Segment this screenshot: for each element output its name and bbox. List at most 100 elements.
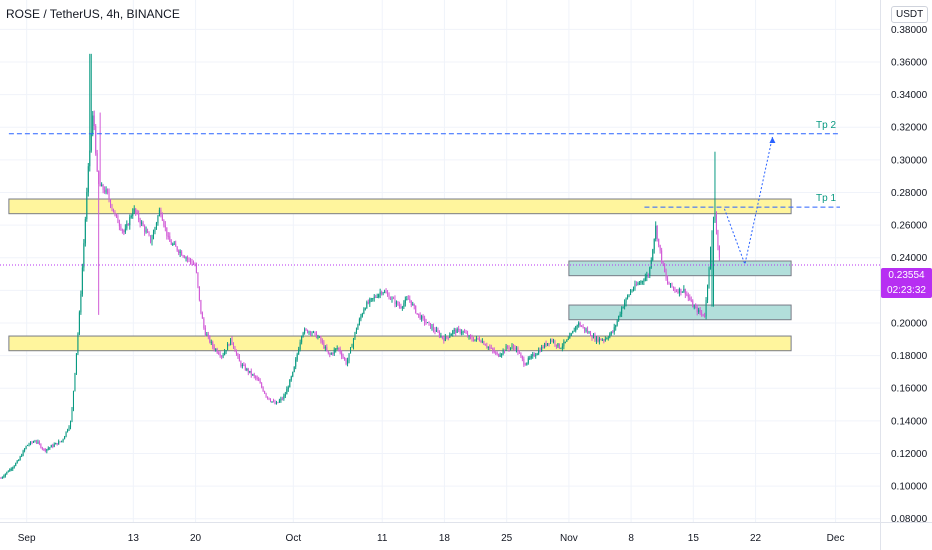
candle-body bbox=[1, 477, 3, 479]
price-tick-label: 0.30000 bbox=[891, 155, 928, 166]
candle-body bbox=[455, 329, 457, 333]
candle-body bbox=[406, 298, 408, 300]
candle-body bbox=[354, 332, 356, 339]
candle-body bbox=[372, 298, 374, 300]
candle-body bbox=[622, 306, 624, 309]
candle-body bbox=[544, 343, 546, 348]
symbol-title: ROSE / TetherUS, 4h, BINANCE bbox=[6, 7, 180, 21]
candle-body bbox=[204, 327, 206, 335]
candle-body bbox=[141, 222, 143, 224]
candle-body bbox=[505, 346, 507, 351]
candle-body bbox=[167, 235, 169, 237]
candle-body bbox=[250, 370, 252, 375]
candle-body bbox=[246, 368, 248, 370]
candle-body bbox=[675, 290, 677, 292]
candle-body bbox=[563, 341, 565, 347]
candle-body bbox=[157, 215, 159, 224]
candle-body bbox=[545, 343, 547, 346]
candle-body bbox=[4, 473, 6, 477]
candle-body bbox=[461, 332, 463, 334]
candle-body bbox=[230, 338, 232, 346]
annotation-layer bbox=[8, 198, 792, 352]
candle-body bbox=[397, 301, 399, 305]
candle-body bbox=[427, 322, 429, 324]
candle-body bbox=[554, 340, 556, 345]
candle-body bbox=[646, 274, 648, 278]
candle-body bbox=[160, 209, 162, 216]
candle-body bbox=[138, 212, 140, 220]
candle-body bbox=[431, 326, 433, 329]
candle-body bbox=[492, 348, 494, 351]
time-tick-label: 8 bbox=[628, 533, 634, 544]
candle-body bbox=[510, 347, 512, 349]
candle-body bbox=[38, 441, 40, 444]
candle-body bbox=[378, 294, 380, 298]
currency-button[interactable]: USDT bbox=[891, 6, 929, 23]
time-tick-label: Sep bbox=[18, 533, 36, 544]
candle-body bbox=[604, 338, 606, 341]
price-tick-label: 0.20000 bbox=[891, 318, 928, 329]
candle-body bbox=[652, 249, 654, 261]
candle-body bbox=[163, 220, 165, 226]
price-tick-label: 0.18000 bbox=[891, 351, 928, 362]
candle-body bbox=[441, 335, 443, 339]
candle-body bbox=[598, 338, 600, 342]
candle-body bbox=[603, 339, 605, 341]
candle-body bbox=[384, 291, 386, 293]
candle-body bbox=[224, 351, 226, 356]
candle-body bbox=[690, 300, 692, 302]
candle-body bbox=[188, 258, 190, 260]
candle-body bbox=[600, 338, 602, 341]
candle-body bbox=[43, 448, 45, 450]
price-tick-label: 0.16000 bbox=[891, 384, 928, 395]
candle-body bbox=[304, 329, 306, 333]
candle-body bbox=[30, 441, 32, 445]
candle-body bbox=[465, 332, 467, 334]
candle-body bbox=[71, 408, 73, 422]
candle-body bbox=[550, 339, 552, 344]
candle-body bbox=[664, 263, 666, 272]
candle-body bbox=[526, 362, 528, 365]
candle-body bbox=[496, 352, 498, 354]
candle-body bbox=[105, 189, 107, 193]
candle-body bbox=[407, 298, 409, 300]
candle-body bbox=[567, 338, 569, 340]
candle-body bbox=[231, 338, 233, 343]
last-price-value: 0.23554 bbox=[888, 270, 925, 281]
time-tick-label: 22 bbox=[750, 533, 762, 544]
candle-body bbox=[702, 314, 704, 316]
candle-body bbox=[194, 264, 196, 266]
candle-body bbox=[18, 459, 20, 461]
candle-body bbox=[132, 212, 134, 216]
candle-body bbox=[67, 429, 69, 432]
candle-body bbox=[95, 126, 97, 154]
candle-body bbox=[268, 397, 270, 400]
candle-body bbox=[592, 335, 594, 339]
candle-body bbox=[136, 212, 138, 214]
candle-body bbox=[355, 329, 357, 333]
time-axis[interactable]: Sep 13 20 Oct 11 18 25 Nov 8 15 22 Dec bbox=[0, 522, 932, 545]
candle-body bbox=[286, 389, 288, 395]
candle-body bbox=[212, 341, 214, 347]
candle-body bbox=[77, 333, 79, 354]
price-tick-label: 0.24000 bbox=[891, 253, 928, 264]
candle-body bbox=[390, 299, 392, 301]
candle-body bbox=[409, 299, 411, 301]
candle-body bbox=[52, 445, 54, 447]
candle-body bbox=[50, 445, 52, 448]
candle-body bbox=[610, 331, 612, 335]
candle-body bbox=[643, 280, 645, 282]
candle-body bbox=[332, 353, 334, 355]
candle-body bbox=[627, 296, 629, 299]
candle-body bbox=[678, 288, 680, 293]
candle-body bbox=[440, 335, 442, 337]
candle-body bbox=[376, 297, 378, 299]
candle-body bbox=[348, 353, 350, 361]
candle-body bbox=[345, 359, 347, 365]
candle-body bbox=[419, 314, 421, 320]
candle-body bbox=[179, 251, 181, 253]
candle-body bbox=[459, 329, 461, 333]
candle-body bbox=[98, 171, 100, 184]
candle-body bbox=[218, 352, 220, 355]
